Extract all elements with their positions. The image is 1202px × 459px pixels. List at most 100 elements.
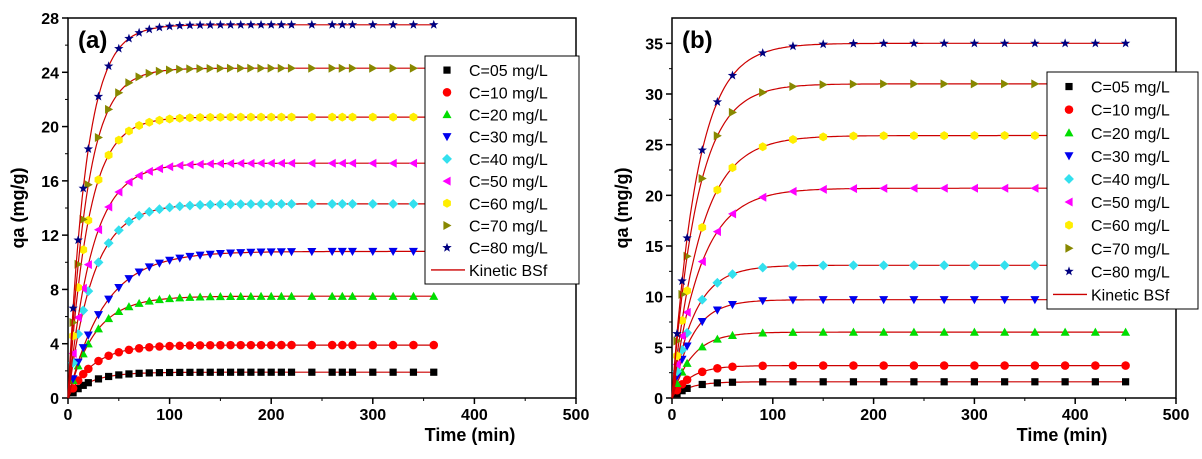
- data-point: [225, 19, 236, 29]
- data-point: [368, 291, 378, 300]
- data-point: [789, 134, 797, 144]
- legend-marker: [442, 133, 452, 142]
- legend-label: C=40 mg/L: [469, 152, 548, 169]
- data-point: [79, 214, 88, 224]
- legend-marker: [1064, 174, 1074, 184]
- data-point: [144, 24, 154, 34]
- data-point: [175, 161, 184, 171]
- data-point: [83, 260, 92, 270]
- data-point: [185, 341, 195, 350]
- data-point: [969, 183, 978, 193]
- data-point: [205, 199, 216, 210]
- data-point: [758, 142, 767, 152]
- data-point: [277, 368, 285, 376]
- data-point: [84, 379, 92, 387]
- data-point: [135, 121, 144, 131]
- y-tick-label: 8: [50, 282, 59, 299]
- data-point: [307, 158, 316, 168]
- data-point: [939, 260, 950, 271]
- data-point: [368, 112, 377, 122]
- data-point: [727, 209, 737, 219]
- data-point: [145, 117, 154, 127]
- data-point: [287, 63, 297, 73]
- data-point: [408, 247, 418, 256]
- legend-marker: [442, 242, 452, 252]
- data-point: [697, 342, 707, 351]
- x-tick-label: 100: [759, 407, 786, 424]
- data-point: [1030, 38, 1040, 48]
- data-point: [84, 215, 93, 225]
- data-point: [145, 68, 154, 78]
- data-point: [104, 295, 114, 304]
- legend-marker: [1064, 152, 1074, 161]
- data-point: [1061, 378, 1069, 386]
- data-point: [257, 112, 265, 122]
- data-point: [347, 291, 357, 300]
- data-point: [712, 97, 723, 106]
- data-point: [970, 131, 979, 141]
- data-point: [196, 64, 205, 74]
- data-point: [115, 88, 124, 98]
- data-point: [389, 63, 398, 73]
- data-point: [910, 378, 918, 386]
- fit-curve: [67, 371, 434, 399]
- data-point: [235, 199, 246, 210]
- data-point: [677, 276, 687, 286]
- data-point: [818, 260, 829, 271]
- data-point: [185, 292, 195, 301]
- data-point: [154, 204, 165, 215]
- data-point: [819, 132, 828, 142]
- legend-marker: [1065, 82, 1073, 91]
- data-point: [682, 358, 692, 367]
- data-point: [266, 158, 275, 168]
- data-point: [78, 283, 87, 293]
- data-point: [1001, 79, 1010, 89]
- data-point: [388, 291, 398, 300]
- data-point: [308, 368, 316, 376]
- legend-label: C=70 mg/L: [1091, 241, 1170, 258]
- data-point: [196, 112, 204, 122]
- x-tick-label: 0: [64, 407, 73, 424]
- data-point: [195, 159, 204, 169]
- data-point: [215, 292, 225, 301]
- data-point: [1091, 378, 1099, 386]
- legend-label: C=05 mg/L: [469, 63, 548, 80]
- data-point: [337, 198, 348, 209]
- data-point: [226, 158, 235, 168]
- data-point: [940, 378, 948, 386]
- data-point: [880, 378, 888, 386]
- data-point: [758, 328, 768, 337]
- data-point: [175, 254, 185, 263]
- data-point: [113, 225, 124, 236]
- data-point: [226, 112, 235, 122]
- data-point: [368, 158, 377, 168]
- data-point: [154, 22, 165, 32]
- data-point: [287, 112, 296, 122]
- chart-panel-b: 0 100 200 300 400 500 0 5 10 15 20 25 30 35 Time (min)…: [612, 17, 1199, 445]
- data-point: [682, 233, 692, 242]
- data-point: [788, 361, 798, 370]
- data-point: [389, 368, 397, 376]
- data-point: [195, 20, 205, 30]
- data-point: [175, 341, 185, 350]
- y-tick-label: 4: [50, 337, 59, 354]
- data-point: [712, 334, 722, 343]
- data-point: [712, 306, 722, 315]
- data-point: [236, 291, 246, 300]
- data-point: [788, 327, 798, 336]
- data-point: [256, 291, 266, 300]
- data-point: [308, 63, 317, 73]
- x-tick-label: 500: [1163, 407, 1190, 424]
- data-point: [408, 19, 419, 29]
- data-point: [246, 340, 256, 350]
- y-tick-label: 10: [645, 290, 663, 307]
- data-point: [409, 63, 418, 73]
- y-tick-label: 30: [645, 87, 663, 104]
- data-point: [368, 340, 378, 350]
- x-tick-label: 300: [961, 407, 988, 424]
- data-point: [84, 364, 93, 374]
- data-point: [257, 368, 265, 376]
- data-point: [430, 368, 438, 376]
- data-point: [164, 21, 175, 31]
- data-point: [124, 216, 134, 227]
